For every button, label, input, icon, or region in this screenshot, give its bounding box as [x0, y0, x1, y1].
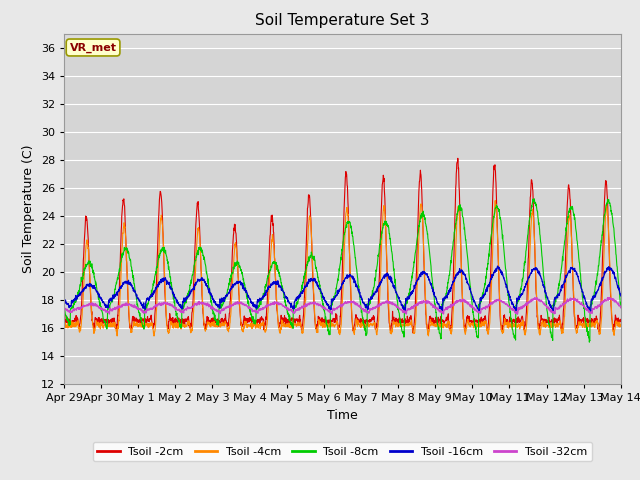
Bar — [64, 300, 621, 328]
Tsoil -4cm — [150, 333, 158, 339]
Tsoil -2cm — [60, 317, 68, 323]
Bar — [64, 160, 621, 188]
Tsoil -16cm — [439, 309, 447, 314]
Y-axis label: Soil Temperature (C): Soil Temperature (C) — [22, 144, 35, 273]
Tsoil -4cm — [617, 321, 625, 327]
Tsoil -32cm — [617, 305, 625, 311]
Tsoil -4cm — [60, 323, 68, 328]
Tsoil -8cm — [504, 293, 512, 299]
Tsoil -32cm — [513, 312, 521, 317]
Tsoil -16cm — [568, 265, 576, 271]
Line: Tsoil -2cm: Tsoil -2cm — [64, 158, 621, 333]
Tsoil -32cm — [568, 296, 576, 301]
Tsoil -4cm — [371, 320, 379, 325]
Tsoil -16cm — [584, 303, 591, 309]
Bar — [64, 76, 621, 104]
Tsoil -2cm — [454, 156, 461, 161]
Tsoil -32cm — [60, 305, 68, 311]
Tsoil -32cm — [531, 295, 539, 300]
Tsoil -2cm — [505, 320, 513, 325]
Line: Tsoil -16cm: Tsoil -16cm — [64, 266, 621, 312]
Bar — [64, 104, 621, 132]
Bar — [64, 132, 621, 160]
Tsoil -4cm — [359, 321, 367, 327]
Tsoil -32cm — [371, 304, 378, 310]
Tsoil -16cm — [617, 293, 625, 299]
Tsoil -4cm — [584, 321, 591, 327]
Tsoil -8cm — [586, 339, 593, 345]
Tsoil -32cm — [216, 310, 223, 316]
Tsoil -16cm — [371, 292, 378, 298]
Legend: Tsoil -2cm, Tsoil -4cm, Tsoil -8cm, Tsoil -16cm, Tsoil -32cm: Tsoil -2cm, Tsoil -4cm, Tsoil -8cm, Tsoi… — [93, 442, 592, 461]
Tsoil -8cm — [584, 329, 591, 335]
Bar — [64, 188, 621, 216]
Tsoil -2cm — [409, 330, 417, 336]
Tsoil -8cm — [358, 314, 366, 320]
Line: Tsoil -4cm: Tsoil -4cm — [64, 201, 621, 336]
Bar — [64, 328, 621, 356]
Line: Tsoil -8cm: Tsoil -8cm — [64, 199, 621, 342]
Tsoil -2cm — [617, 316, 625, 322]
Tsoil -8cm — [216, 304, 223, 310]
Bar — [64, 48, 621, 76]
Tsoil -16cm — [216, 304, 223, 310]
X-axis label: Time: Time — [327, 408, 358, 421]
Tsoil -2cm — [371, 319, 378, 324]
Tsoil -8cm — [617, 304, 625, 310]
Tsoil -4cm — [568, 251, 576, 256]
Tsoil -8cm — [60, 303, 68, 309]
Tsoil -8cm — [531, 196, 538, 202]
Tsoil -32cm — [584, 306, 591, 312]
Bar — [64, 216, 621, 244]
Tsoil -16cm — [505, 289, 513, 295]
Line: Tsoil -32cm: Tsoil -32cm — [64, 298, 621, 314]
Bar — [64, 356, 621, 384]
Tsoil -4cm — [492, 198, 499, 204]
Tsoil -4cm — [505, 325, 513, 331]
Bar — [64, 244, 621, 272]
Tsoil -2cm — [216, 319, 223, 325]
Tsoil -16cm — [494, 263, 502, 269]
Tsoil -2cm — [568, 252, 576, 258]
Tsoil -8cm — [371, 280, 378, 286]
Text: VR_met: VR_met — [70, 42, 116, 53]
Tsoil -2cm — [358, 319, 366, 325]
Tsoil -8cm — [568, 206, 575, 212]
Bar — [64, 272, 621, 300]
Tsoil -2cm — [584, 320, 591, 325]
Tsoil -16cm — [60, 296, 68, 302]
Tsoil -32cm — [504, 303, 512, 309]
Tsoil -32cm — [358, 306, 366, 312]
Tsoil -4cm — [216, 322, 223, 327]
Title: Soil Temperature Set 3: Soil Temperature Set 3 — [255, 13, 429, 28]
Tsoil -16cm — [358, 298, 366, 303]
